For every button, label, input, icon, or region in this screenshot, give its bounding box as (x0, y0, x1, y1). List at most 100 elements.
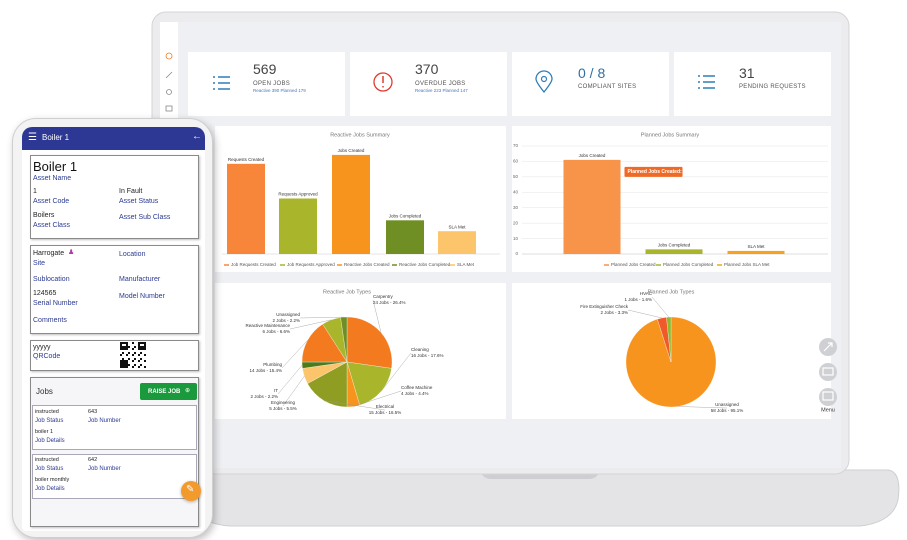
qr-cell (122, 366, 124, 368)
phone-header (22, 127, 205, 150)
legend-label: Job Requests Created (231, 262, 276, 267)
edit-fab[interactable] (181, 481, 201, 501)
float-button[interactable] (819, 363, 837, 381)
bar-label: Requests Created (228, 157, 265, 162)
chart-title: Planned Job Types (648, 289, 695, 295)
kpi-value: 31 (739, 65, 755, 81)
slice-value-label: 16 Jobs - 17.6% (411, 353, 444, 358)
y-tick-label: 40 (513, 189, 519, 194)
field-value: Harrogate (33, 250, 65, 257)
bar (563, 159, 621, 254)
slice-label: Unassigned (276, 312, 300, 317)
field-label: Asset Code (33, 198, 70, 205)
qr-cell (134, 358, 136, 360)
jobs-title: Jobs (36, 387, 53, 396)
slice-label: Unassigned (715, 402, 739, 407)
pie-slice (301, 323, 348, 363)
sidebar-icon[interactable] (165, 105, 173, 112)
field-value: 124565 (33, 290, 57, 297)
field-label: Serial Number (33, 300, 78, 307)
qr-cell (142, 342, 144, 344)
qr-cell (140, 348, 142, 350)
kpi-value: 370 (415, 61, 439, 77)
field-label: Job Details (35, 438, 65, 444)
field-label: Job Number (88, 466, 121, 472)
legend-label: SLA Met (457, 262, 475, 267)
qr-cell (122, 360, 124, 362)
qr-cell (126, 342, 128, 344)
qr-cell (138, 346, 140, 348)
y-tick-label: 50 (513, 174, 519, 179)
legend-label: Job Requests Approved (287, 262, 335, 267)
bar (227, 163, 265, 254)
bar (727, 250, 785, 254)
job-details: boiler 1 (35, 429, 54, 435)
field-label: Asset Name (33, 175, 72, 182)
qr-cell (120, 348, 122, 350)
slice-label: Fire Extinguisher Check (580, 304, 629, 309)
qr-cell (122, 352, 124, 354)
job-item[interactable] (32, 405, 197, 450)
back-button[interactable]: ← (192, 131, 202, 142)
qr-cell (124, 346, 126, 348)
job-status: instructed (35, 409, 59, 415)
leader-line (627, 309, 662, 319)
qr-cell (126, 366, 128, 368)
sidebar-icon[interactable] (165, 52, 173, 60)
kpi-value: 0 / 8 (578, 65, 606, 81)
pie-slice (340, 316, 348, 363)
leader-line (353, 390, 402, 407)
qr-cell (144, 360, 146, 362)
kpi-label: PENDING REQUESTS (739, 84, 806, 90)
slice-label: Carpentry (373, 294, 394, 299)
y-tick-label: 20 (513, 220, 519, 225)
sidebar-icon[interactable] (166, 89, 172, 95)
chart-title: Planned Jobs Summary (641, 132, 700, 138)
field-label: Asset Status (119, 198, 159, 205)
qr-cell (122, 362, 124, 364)
slice-label: Coffee Machine (401, 385, 433, 390)
edit-icon: ✎ (186, 484, 195, 495)
bar-label: Jobs Created (338, 148, 365, 153)
phone-title: Boiler 1 (42, 133, 70, 142)
qr-cell (126, 346, 128, 348)
float-button[interactable] (819, 388, 837, 406)
qr-cell (122, 358, 124, 360)
qr-cell (124, 364, 126, 366)
qr-cell (126, 364, 128, 366)
slice-value-label: 15 Jobs - 16.5% (369, 410, 402, 415)
bar-label: SLA Met (448, 224, 466, 229)
qr-cell (140, 352, 142, 354)
icon-pin (535, 70, 553, 94)
job-details: boiler monthly (35, 477, 70, 483)
qr-cell (122, 348, 124, 350)
qr-cell (140, 346, 142, 348)
qr-cell (134, 364, 136, 366)
y-tick-label: 10 (513, 236, 519, 241)
qr-cell (138, 344, 140, 346)
chart-title: Reactive Jobs Summary (330, 132, 390, 138)
asset-name: Boiler 1 (33, 159, 78, 174)
kpi-card (350, 52, 507, 116)
leader-line (324, 400, 386, 411)
qr-cell (126, 354, 128, 356)
y-tick-label: 70 (513, 143, 519, 148)
job-item[interactable] (32, 454, 197, 499)
sidebar-icon[interactable] (165, 71, 173, 79)
slice-value-label: 1 Jobs - 1.6% (624, 297, 652, 302)
raise-job-button[interactable] (140, 383, 197, 400)
legend-label: Planned Jobs SLA Met (724, 262, 770, 267)
qr-cell (120, 346, 122, 348)
kpi-detail: Reactive 223 Planned 147 (415, 88, 468, 93)
field-label: Job Number (88, 418, 121, 424)
kpi-label: COMPLIANT SITES (578, 84, 637, 90)
qr-cell (124, 362, 126, 364)
bar-label: Requests Approved (278, 192, 318, 197)
slice-value-label: 2 Jobs - 2.2% (272, 318, 300, 323)
leader-line (651, 296, 669, 318)
slice-value-label: 24 Jobs - 26.4% (373, 300, 406, 305)
menu-button[interactable]: ☰ (28, 132, 37, 143)
qr-cell (140, 342, 142, 344)
